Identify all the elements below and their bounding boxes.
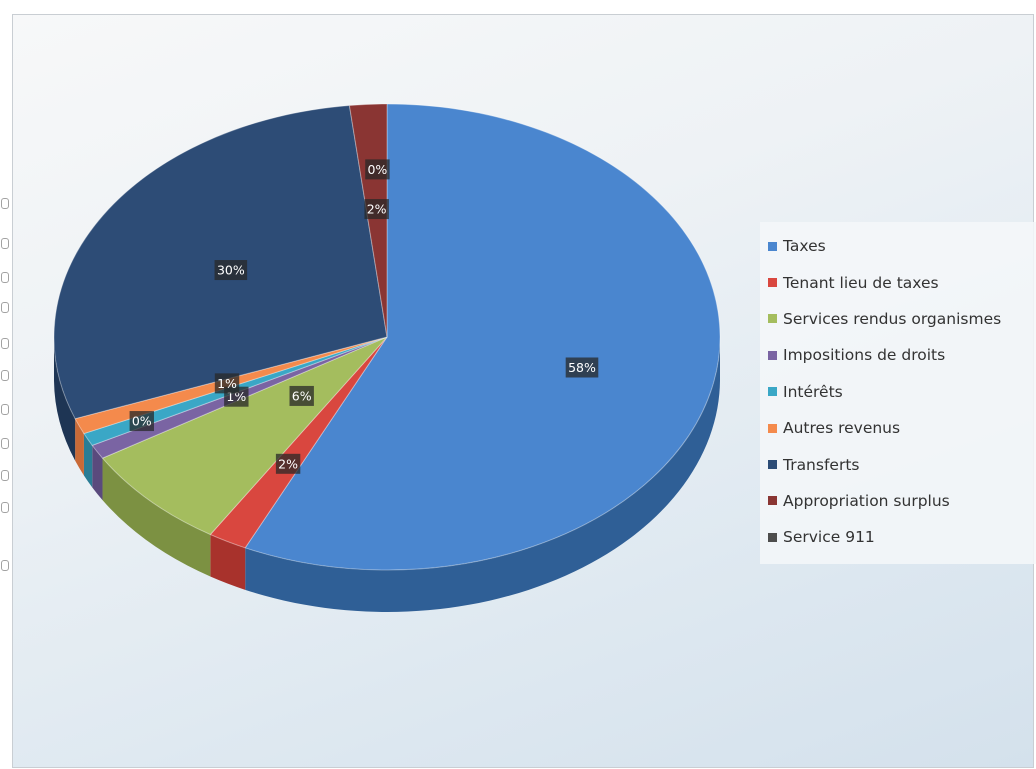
legend-item: Tenant lieu de taxes bbox=[768, 264, 1036, 300]
pie-labels: 58%2%6%1%0%1%30%2%0% bbox=[129, 159, 599, 474]
data-label: 2% bbox=[364, 199, 389, 220]
pie-side-services-rendus-organismes bbox=[102, 458, 211, 577]
data-label-text: 6% bbox=[292, 388, 312, 403]
pie-side-tenant-lieu-de-taxes bbox=[210, 534, 246, 590]
data-label-text: 0% bbox=[367, 162, 387, 177]
pie-side-int-r-ts bbox=[83, 433, 93, 488]
legend-label: Taxes bbox=[783, 237, 826, 256]
data-label-text: 0% bbox=[132, 414, 152, 429]
legend-swatch bbox=[768, 423, 777, 433]
legend-label: Service 911 bbox=[783, 528, 875, 547]
legend-item: Appropriation surplus bbox=[768, 483, 1036, 519]
data-label: 0% bbox=[365, 159, 390, 180]
legend-swatch bbox=[768, 350, 777, 360]
data-label: 58% bbox=[565, 357, 599, 378]
data-label: 30% bbox=[214, 260, 248, 281]
data-label: 6% bbox=[289, 385, 314, 406]
scan-binding-marks bbox=[0, 0, 12, 769]
legend-item: Intérêts bbox=[768, 374, 1036, 410]
legend-label: Tenant lieu de taxes bbox=[783, 273, 939, 292]
legend-swatch bbox=[768, 314, 777, 324]
legend-swatch bbox=[768, 460, 777, 470]
data-label-text: 30% bbox=[217, 263, 245, 278]
data-label-text: 2% bbox=[367, 202, 387, 217]
legend-item: Transferts bbox=[768, 446, 1036, 482]
legend-item: Services rendus organismes bbox=[768, 301, 1036, 337]
legend-item: Taxes bbox=[768, 228, 1036, 264]
legend-swatch bbox=[768, 496, 777, 506]
pie-sides bbox=[54, 337, 720, 612]
legend-item: Autres revenus bbox=[768, 410, 1036, 446]
legend-label: Autres revenus bbox=[783, 419, 901, 438]
data-label: 2% bbox=[275, 453, 301, 474]
data-label-text: 2% bbox=[278, 456, 298, 471]
pie-slice-taxes bbox=[244, 103, 721, 571]
legend-item: Service 911 bbox=[768, 519, 1036, 555]
legend-label: Services rendus organismes bbox=[783, 309, 1002, 328]
data-label-text: 58% bbox=[568, 360, 596, 375]
data-label: 0% bbox=[129, 411, 154, 432]
data-label: 1% bbox=[214, 373, 240, 394]
legend-label: Impositions de droits bbox=[783, 346, 946, 365]
legend-swatch bbox=[768, 532, 777, 542]
legend-label: Appropriation surplus bbox=[783, 491, 950, 510]
legend-swatch bbox=[768, 278, 777, 288]
pie-slice-services-rendus-organismes bbox=[101, 336, 388, 536]
data-label-text: 1% bbox=[217, 376, 237, 391]
pie-side-transferts bbox=[54, 337, 76, 461]
pie-slice-tenant-lieu-de-taxes bbox=[209, 336, 388, 549]
legend-swatch bbox=[768, 241, 777, 251]
legend-item: Impositions de droits bbox=[768, 337, 1036, 373]
legend-swatch bbox=[768, 387, 777, 397]
pie-side-autres-revenus bbox=[75, 418, 84, 476]
pie-side-taxes bbox=[245, 337, 720, 612]
pie-side-impositions-de-droits bbox=[92, 445, 103, 501]
legend-label: Intérêts bbox=[783, 382, 843, 401]
legend: Taxes Tenant lieu de taxes Services rend… bbox=[760, 222, 1036, 564]
legend-label: Transferts bbox=[783, 455, 860, 474]
